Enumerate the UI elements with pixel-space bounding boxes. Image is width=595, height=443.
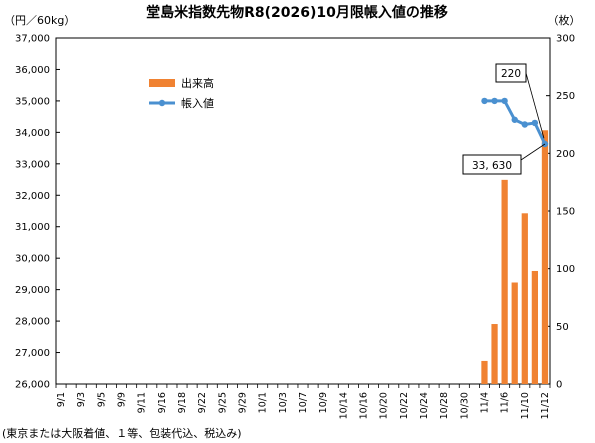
volume-bars (481, 130, 549, 384)
volume-bar (491, 324, 498, 384)
volume-bar (531, 270, 539, 384)
x-tick-label: 9/25 (217, 392, 228, 413)
footnote: (東京または大阪着値、１等、包装代込、税込み) (2, 426, 242, 440)
right-tick-label: 50 (556, 322, 569, 333)
price-point (491, 97, 498, 105)
callout-price-leader (520, 143, 546, 161)
x-tick-label: 11/4 (479, 392, 490, 413)
left-tick-label: 35,000 (15, 96, 50, 107)
x-tick-label: 9/16 (157, 392, 168, 413)
callout-volume-text: 220 (501, 68, 521, 80)
left-tick-label: 32,000 (15, 191, 50, 202)
x-tick-label: 10/30 (459, 392, 470, 419)
x-tick-label: 11/12 (540, 392, 551, 419)
legend-label-price: 帳入値 (181, 96, 214, 110)
x-tick-label: 10/9 (318, 392, 329, 413)
left-tick-label: 27,000 (15, 348, 50, 359)
right-tick-label: 100 (556, 264, 575, 275)
x-tick-label: 10/28 (439, 392, 450, 419)
right-axis-ticks: 300 250 200 150 100 50 0 (546, 34, 575, 391)
chart-title: 堂島米指数先物R8(2026)10月限帳入値の推移 (146, 4, 448, 21)
callout-volume-box (495, 63, 527, 83)
volume-bar (481, 360, 488, 384)
legend-swatch-price-marker (158, 99, 166, 107)
left-tick-label: 26,000 (15, 380, 50, 391)
left-tick-label: 29,000 (15, 285, 50, 296)
x-tick-label: 10/7 (298, 392, 309, 413)
x-tick-label: 11/6 (500, 392, 511, 413)
callout-volume-leader (525, 72, 545, 139)
x-tick-label: 10/16 (358, 392, 369, 419)
left-tick-label: 34,000 (15, 128, 50, 139)
price-point (481, 97, 488, 105)
x-tick-label: 11/10 (520, 392, 531, 419)
x-tick-label: 9/3 (76, 392, 87, 407)
right-tick-label: 250 (556, 91, 575, 102)
right-axis-unit: （枚） (548, 13, 581, 27)
left-tick-label: 30,000 (15, 254, 50, 265)
left-tick-label: 36,000 (15, 65, 50, 76)
left-tick-label: 31,000 (15, 222, 50, 233)
x-tick-label: 9/9 (117, 392, 128, 407)
callout-price: 33, 630 (462, 143, 546, 175)
x-tick-label: 10/20 (379, 392, 390, 419)
left-tick-label: 37,000 (15, 34, 50, 45)
x-tick-label: 10/22 (399, 392, 410, 419)
x-axis-ticks: 9/1 9/3 9/5 9/9 9/11 9/16 9/18 9/22 9/25 9/29 10/1… (55, 384, 551, 419)
callout-price-box (462, 154, 522, 175)
left-axis-ticks: 37,000 36,000 35,000 34,000 33,000 32,000 31,0… (15, 34, 60, 391)
price-point (501, 97, 508, 105)
left-tick-label: 28,000 (15, 317, 50, 328)
price-point (521, 121, 528, 128)
x-tick-label: 10/14 (338, 392, 349, 419)
x-tick-label: 9/29 (238, 392, 249, 413)
x-tick-label: 10/24 (419, 392, 430, 419)
callout-price-text: 33, 630 (472, 160, 512, 172)
callout-volume: 220 (495, 63, 545, 139)
right-tick-label: 0 (556, 380, 562, 391)
legend-swatch-volume (149, 79, 175, 87)
volume-bar (541, 130, 549, 384)
price-line (481, 97, 549, 148)
x-tick-label: 9/11 (137, 392, 148, 413)
price-point (511, 116, 518, 123)
right-tick-label: 150 (556, 207, 575, 218)
volume-bar (511, 282, 518, 384)
price-point (531, 119, 539, 127)
x-tick-label: 9/1 (56, 392, 67, 407)
legend-label-volume: 出来高 (181, 76, 214, 90)
x-tick-label: 9/18 (177, 392, 188, 413)
right-tick-label: 300 (556, 34, 575, 45)
plot-area (55, 37, 551, 385)
volume-bar (501, 179, 508, 384)
left-axis-unit: （円／60kg） (4, 14, 75, 27)
x-tick-label: 9/22 (197, 392, 208, 413)
x-tick-label: 9/5 (96, 392, 107, 407)
legend: 出来高 帳入値 (149, 76, 214, 110)
left-tick-label: 33,000 (15, 159, 50, 170)
x-tick-label: 10/3 (278, 392, 289, 413)
volume-bar (521, 213, 528, 384)
x-tick-label: 10/1 (258, 392, 269, 413)
right-tick-label: 200 (556, 149, 575, 160)
